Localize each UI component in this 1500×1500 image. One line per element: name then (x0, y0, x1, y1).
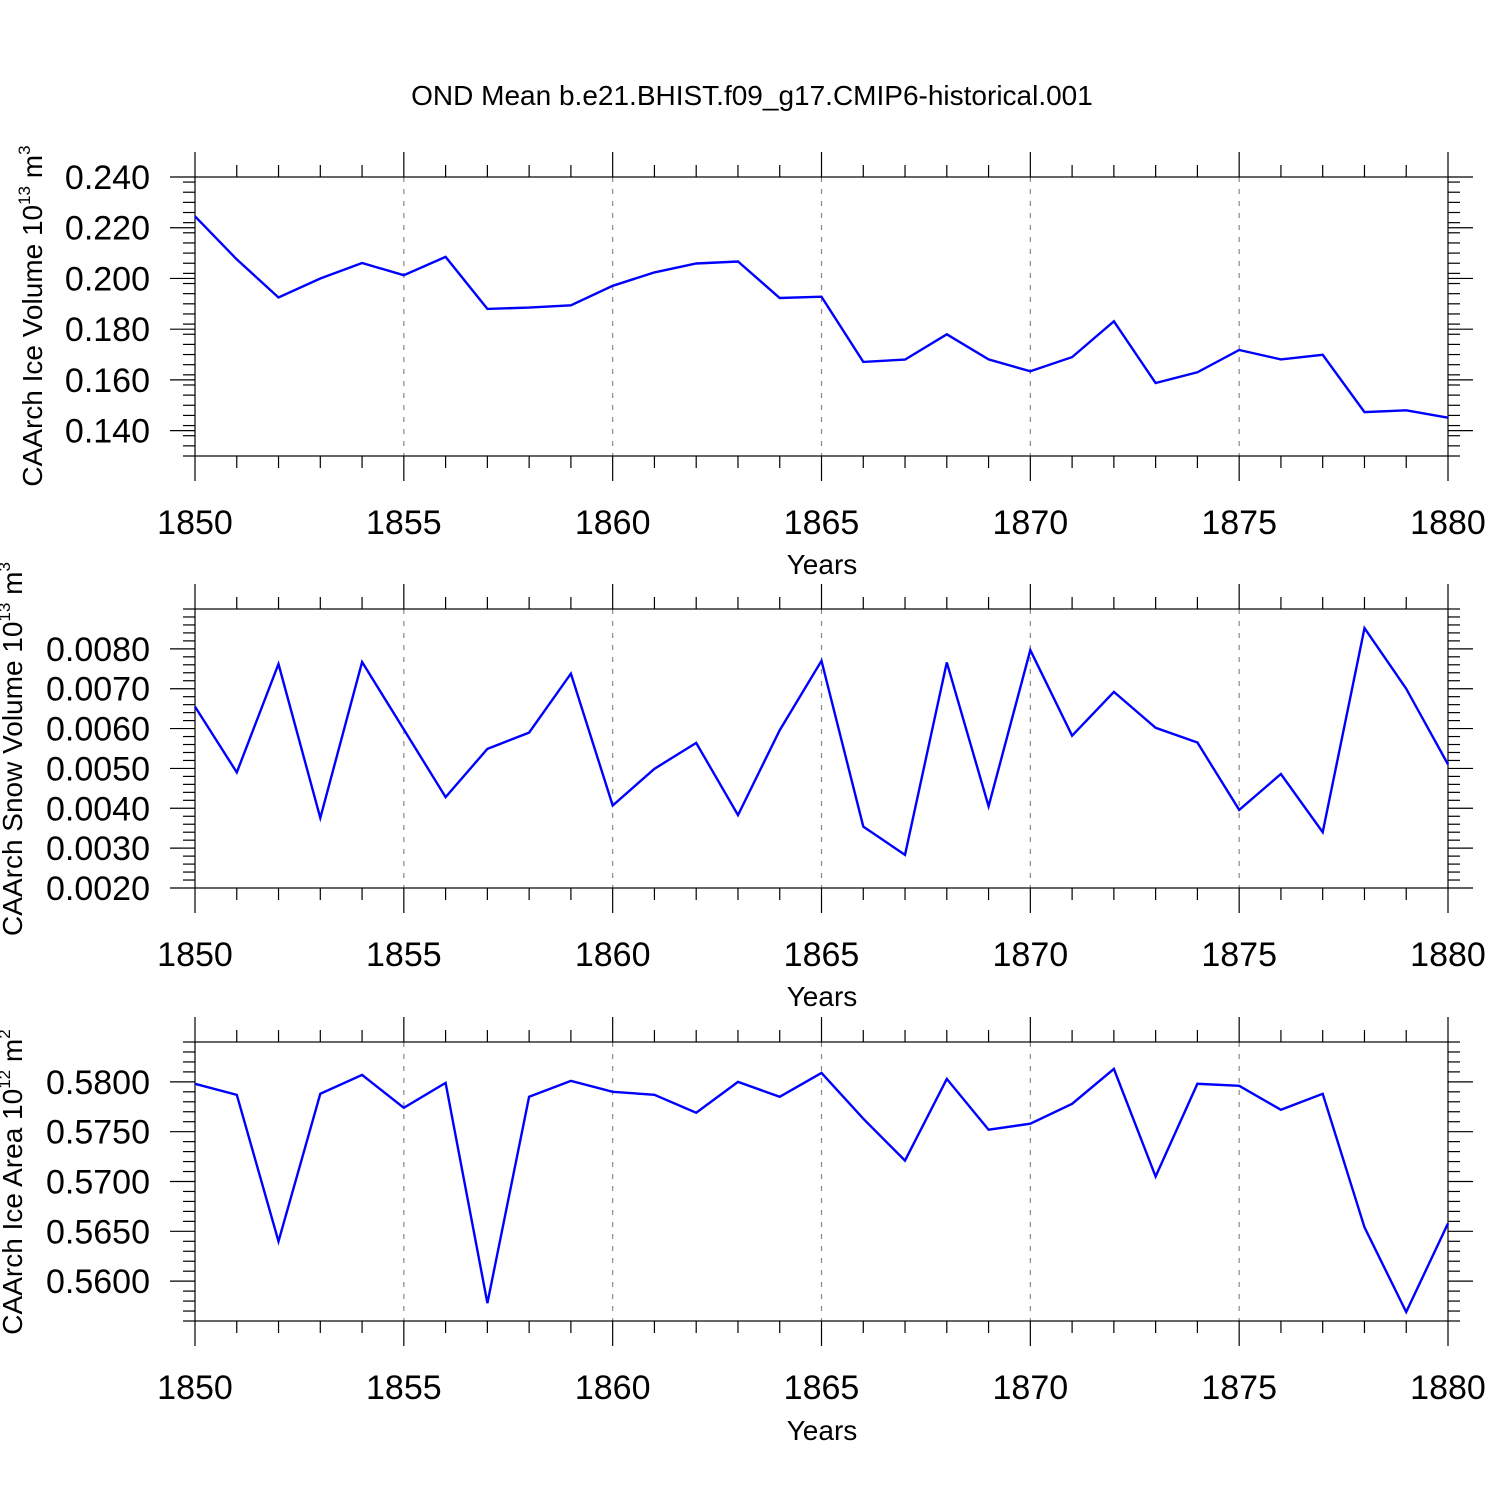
y-tick-label: 0.5750 (46, 1114, 150, 1152)
y-tick-label: 0.5700 (46, 1164, 150, 1202)
y-tick-label: 0.180 (65, 311, 150, 349)
x-tick-labels: 1850 1855 1860 1865 1870 1875 1880 (157, 936, 1486, 974)
y-axis-label-exponent: 13 (0, 603, 14, 622)
plot-frame (194, 176, 1449, 457)
y-axis-label-unit-exponent: 3 (15, 145, 34, 154)
y-axis-label-exponent: 12 (0, 1070, 14, 1089)
y-tick-label: 0.0040 (46, 790, 150, 828)
tick-marks (170, 584, 1473, 913)
tick-marks (170, 1017, 1473, 1346)
x-tick-label: 1880 (1410, 936, 1486, 974)
x-tick-labels: 1850 1855 1860 1865 1870 1875 1880 (157, 1369, 1486, 1407)
x-tick-label: 1865 (784, 504, 860, 542)
y-tick-label: 0.140 (65, 413, 150, 451)
y-axis-label-unit: m (0, 572, 28, 603)
x-tick-label: 1860 (575, 936, 651, 974)
y-axis-label-unit: m (0, 1039, 28, 1070)
x-tick-label: 1870 (993, 936, 1069, 974)
y-axis-label-unit-exponent: 2 (0, 1029, 14, 1038)
x-tick-label: 1855 (366, 1369, 442, 1407)
ice-volume-line (194, 215, 1449, 419)
ice-area-line (194, 1066, 1450, 1315)
x-axis-label: Years (787, 1415, 858, 1446)
y-axis-label: CAArch Ice Area 1012 m2 (0, 1029, 28, 1334)
grid-lines (403, 177, 1240, 456)
x-tick-label: 1875 (1201, 1369, 1277, 1407)
x-tick-label: 1865 (784, 1369, 860, 1407)
y-axis-label-text: CAArch Ice Volume 10 (17, 205, 48, 487)
y-tick-label: 0.5800 (46, 1064, 150, 1102)
x-tick-label: 1850 (157, 1369, 233, 1407)
y-tick-label: 0.200 (65, 260, 150, 298)
y-tick-label: 0.0060 (46, 711, 150, 749)
x-tick-label: 1880 (1410, 504, 1486, 542)
x-tick-label: 1855 (366, 936, 442, 974)
chart-title: OND Mean b.e21.BHIST.f09_g17.CMIP6-histo… (411, 80, 1093, 111)
y-axis-label-text: CAArch Ice Area 10 (0, 1089, 28, 1335)
x-tick-label: 1850 (157, 936, 233, 974)
x-tick-label: 1860 (575, 504, 651, 542)
y-axis-label-text: CAArch Snow Volume 10 (0, 622, 28, 936)
y-tick-labels: 0.00200.00300.00400.00500.00600.00700.00… (46, 631, 150, 908)
y-axis-label: CAArch Ice Volume 1013 m3 (15, 145, 48, 486)
panel-snow-volume: 0.00200.00300.00400.00500.00600.00700.00… (0, 562, 1486, 1012)
y-axis-label-unit: m (17, 155, 48, 186)
snow-volume-line (193, 625, 1450, 857)
x-tick-label: 1860 (575, 1369, 651, 1407)
y-tick-label: 0.0080 (46, 631, 150, 669)
y-tick-label: 0.240 (65, 159, 150, 197)
y-tick-labels: 0.5600 0.5650 0.5700 0.5750 0.5800 (46, 1064, 150, 1301)
x-axis-label: Years (787, 981, 858, 1012)
x-tick-label: 1875 (1201, 936, 1277, 974)
y-tick-label: 0.0020 (46, 870, 150, 908)
y-tick-label: 0.160 (65, 362, 150, 400)
y-axis-label: CAArch Snow Volume 1013 m3 (0, 562, 28, 936)
y-axis-label-exponent: 13 (15, 186, 34, 205)
y-tick-labels: 0.140 0.160 0.180 0.200 0.220 0.240 (65, 159, 150, 451)
x-tick-label: 1870 (993, 504, 1069, 542)
grid-lines (403, 1042, 1240, 1321)
x-tick-label: 1875 (1201, 504, 1277, 542)
x-tick-label: 1850 (157, 504, 233, 542)
y-tick-label: 0.220 (65, 210, 150, 248)
x-axis-label: Years (787, 549, 858, 580)
x-tick-labels: 1850 1855 1860 1865 1870 1875 1880 (157, 504, 1486, 542)
y-tick-label: 0.0030 (46, 830, 150, 868)
grid-lines (403, 609, 1240, 888)
x-tick-label: 1865 (784, 936, 860, 974)
y-tick-label: 0.0070 (46, 671, 150, 709)
plot-frame (194, 1041, 1449, 1322)
y-tick-label: 0.5600 (46, 1263, 150, 1301)
x-tick-label: 1880 (1410, 1369, 1486, 1407)
x-tick-label: 1855 (366, 504, 442, 542)
tick-marks (170, 152, 1473, 481)
y-tick-label: 0.0050 (46, 750, 150, 788)
y-tick-label: 0.5650 (46, 1213, 150, 1251)
y-axis-label-unit-exponent: 3 (0, 562, 14, 571)
plot-frame (194, 608, 1449, 889)
x-tick-label: 1870 (993, 1369, 1069, 1407)
